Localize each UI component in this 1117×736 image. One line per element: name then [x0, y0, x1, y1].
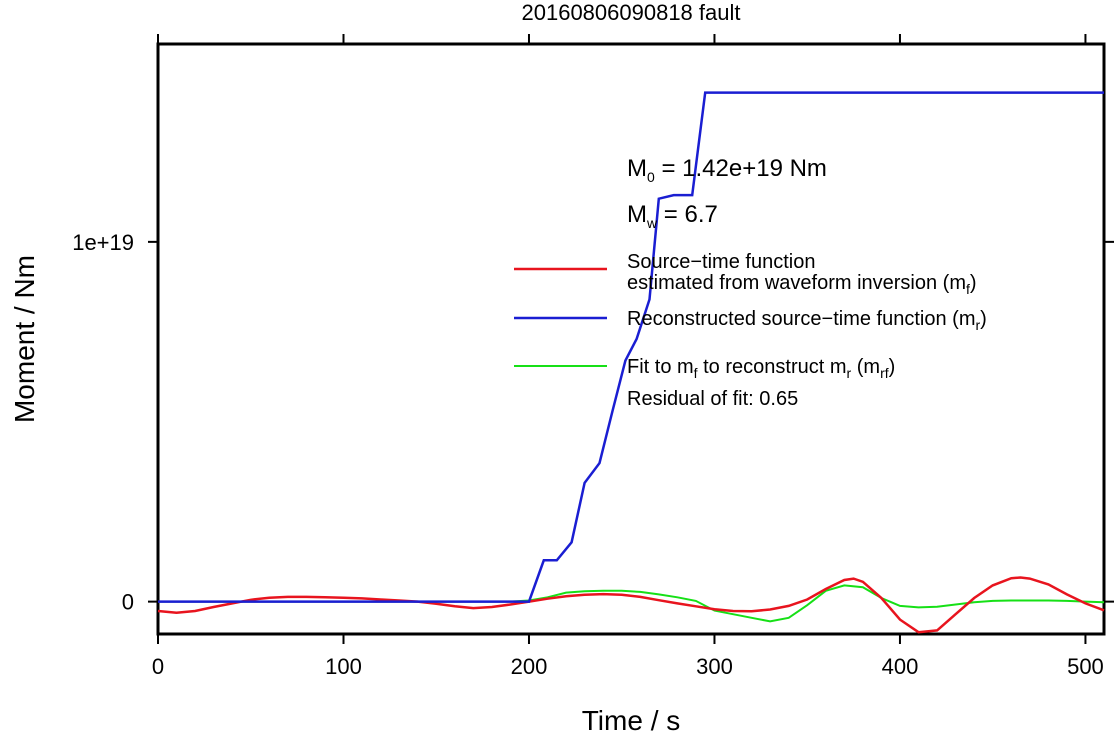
- x-tick-label: 400: [882, 654, 919, 679]
- axis-tick-labels: 0 100 200 300 400 500 0 1e+19: [72, 230, 1104, 679]
- x-tick-label: 100: [325, 654, 362, 679]
- legend-label-mrf: Fit to mf to reconstruct mr (mrf): [627, 356, 895, 381]
- legend-label-mf-line2: estimated from waveform inversion (mf): [627, 272, 977, 297]
- plot-frame: [156, 42, 1106, 636]
- legend-label-mr: Reconstructed source−time function (mr): [627, 308, 987, 333]
- mw-annotation: Mw = 6.7: [627, 201, 718, 231]
- x-tick-label: 0: [152, 654, 164, 679]
- x-axis-title: Time / s: [582, 705, 681, 736]
- x-tick-label: 500: [1067, 654, 1104, 679]
- legend-label-mf-line1: Source−time function: [627, 251, 815, 273]
- y-axis-title: Moment / Nm: [9, 255, 40, 423]
- y-tick-label: 1e+19: [72, 230, 134, 255]
- axis-ticks: [148, 34, 1114, 644]
- chart-title: 20160806090818 fault: [522, 0, 741, 25]
- series-line-mr: [158, 91, 1104, 603]
- residual-label: Residual of fit: 0.65: [627, 388, 798, 410]
- x-tick-label: 300: [696, 654, 733, 679]
- y-tick-label: 0: [122, 590, 134, 615]
- series-line-mrf: [158, 584, 1105, 623]
- m0-annotation: M0 = 1.42e+19 Nm: [627, 155, 827, 185]
- legend: Source−time function estimated from wave…: [514, 251, 987, 410]
- x-tick-label: 200: [511, 654, 548, 679]
- series-line-mf: [157, 576, 1105, 634]
